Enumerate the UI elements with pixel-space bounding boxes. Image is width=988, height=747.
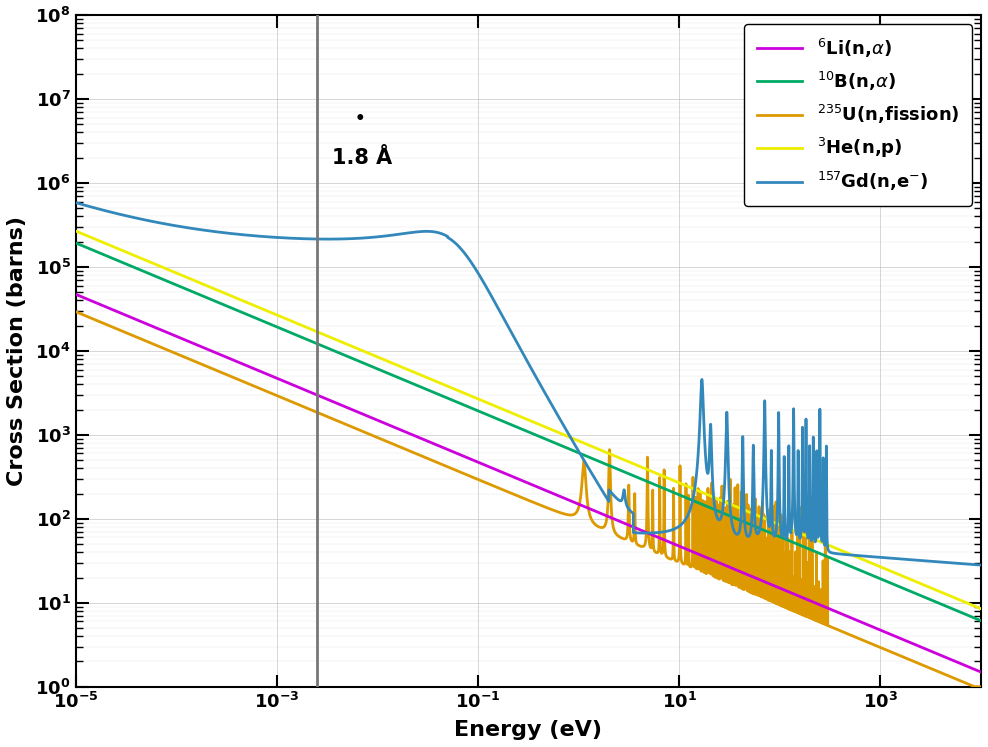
$^{6}$Li(n,$\alpha$) (774, 583, 785, 592)
$^{157}$Gd(n,e$^{-}$) (975, 561, 987, 570)
$^{6}$Li(n,$\alpha$) (752, 574, 764, 583)
$^{6}$Li(n,$\alpha$) (371, 415, 383, 424)
$^{10}$B(n,$\alpha$) (115, 257, 126, 266)
Text: 1.8 Å: 1.8 Å (332, 148, 392, 168)
$^{235}$U(n,fission) (968, 682, 980, 691)
$^{157}$Gd(n,e$^{-}$) (69, 198, 81, 207)
Line: $^{157}$Gd(n,e$^{-}$): $^{157}$Gd(n,e$^{-}$) (75, 202, 981, 565)
Legend: $^{6}$Li(n,$\alpha$), $^{10}$B(n,$\alpha$), $^{235}$U(n,fission), $^{3}$He(n,p),: $^{6}$Li(n,$\alpha$), $^{10}$B(n,$\alpha… (744, 24, 972, 205)
$^{157}$Gd(n,e$^{-}$) (774, 467, 785, 476)
$^{10}$B(n,$\alpha$) (975, 616, 987, 625)
$^{3}$He(n,p) (371, 353, 383, 362)
$^{6}$Li(n,$\alpha$) (69, 290, 81, 299)
$^{235}$U(n,fission) (115, 326, 126, 335)
$^{6}$Li(n,$\alpha$) (115, 309, 126, 317)
$^{10}$B(n,$\alpha$) (371, 365, 383, 374)
Line: $^{3}$He(n,p): $^{3}$He(n,p) (75, 231, 981, 609)
$^{10}$B(n,$\alpha$) (774, 532, 785, 541)
$^{6}$Li(n,$\alpha$) (975, 668, 987, 677)
$^{235}$U(n,fission) (371, 433, 383, 442)
$^{10}$B(n,$\alpha$) (453, 398, 464, 407)
$^{10}$B(n,$\alpha$) (69, 238, 81, 247)
$^{6}$Li(n,$\alpha$) (453, 450, 464, 459)
Line: $^{235}$U(n,fission): $^{235}$U(n,fission) (75, 311, 981, 686)
Line: $^{6}$Li(n,$\alpha$): $^{6}$Li(n,$\alpha$) (75, 294, 981, 672)
$^{10}$B(n,$\alpha$) (698, 500, 709, 509)
X-axis label: Energy (eV): Energy (eV) (454, 720, 603, 740)
$^{3}$He(n,p) (774, 520, 785, 529)
$^{157}$Gd(n,e$^{-}$) (752, 530, 764, 539)
$^{157}$Gd(n,e$^{-}$) (453, 242, 464, 251)
Line: $^{10}$B(n,$\alpha$): $^{10}$B(n,$\alpha$) (75, 243, 981, 621)
$^{3}$He(n,p) (752, 511, 764, 520)
$^{157}$Gd(n,e$^{-}$) (698, 399, 709, 408)
$^{235}$U(n,fission) (698, 564, 709, 573)
$^{235}$U(n,fission) (752, 590, 764, 599)
$^{10}$B(n,$\alpha$) (752, 523, 764, 532)
$^{6}$Li(n,$\alpha$) (698, 551, 709, 560)
$^{235}$U(n,fission) (774, 573, 785, 582)
$^{235}$U(n,fission) (69, 307, 81, 316)
Y-axis label: Cross Section (barns): Cross Section (barns) (7, 216, 27, 486)
$^{3}$He(n,p) (975, 604, 987, 613)
$^{235}$U(n,fission) (453, 467, 464, 476)
Text: •: • (355, 110, 366, 128)
$^{157}$Gd(n,e$^{-}$) (371, 232, 383, 241)
$^{3}$He(n,p) (115, 245, 126, 254)
$^{3}$He(n,p) (698, 489, 709, 498)
$^{235}$U(n,fission) (975, 682, 987, 691)
$^{157}$Gd(n,e$^{-}$) (115, 210, 126, 219)
$^{3}$He(n,p) (69, 226, 81, 235)
$^{3}$He(n,p) (453, 386, 464, 395)
